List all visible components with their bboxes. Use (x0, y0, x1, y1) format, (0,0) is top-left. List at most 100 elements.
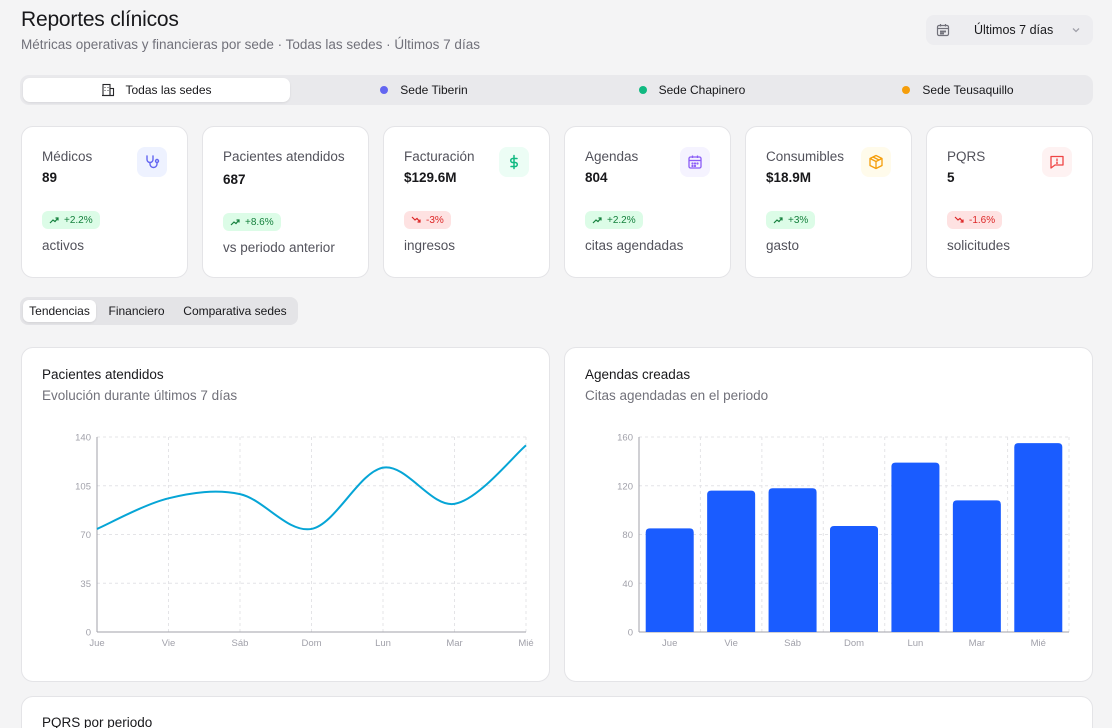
kpi-description: solicitudes (947, 238, 1011, 253)
kpi-change-badge: +2.2% (42, 211, 100, 229)
site-option-teusaquillo[interactable]: Sede Teusaquillo (826, 78, 1090, 102)
kpi-description: gasto (766, 238, 800, 253)
x-tick-label: Dom (301, 638, 321, 649)
x-tick-label: Lun (375, 638, 391, 649)
x-tick-label: Mié (1031, 638, 1046, 649)
kpi-change-badge: +2.2% (585, 211, 643, 229)
kpi-change-badge: +3% (766, 211, 816, 229)
agendas-bar-chart: 0 40 80 120 160 Jue Vie Sáb Dom Lun Mar Mié (617, 433, 1070, 649)
chart-title: Agendas creadas (585, 367, 691, 382)
kpi-change-text: +2.2% (64, 214, 93, 226)
x-tick-label: Jue (89, 638, 104, 649)
kpi-description: citas agendadas (585, 238, 684, 253)
kpi-change-text: +2.2% (607, 214, 636, 226)
x-tick-label: Sáb (232, 638, 249, 649)
site-color-dot (638, 86, 647, 94)
tab-comparativa-sedes[interactable]: Comparativa sedes (183, 304, 287, 318)
kpi-change-text: -3% (426, 214, 444, 226)
kpi-change-badge: +8.6% (223, 213, 281, 231)
x-tick-label: Vie (724, 638, 738, 649)
page-title: Reportes clínicos (21, 8, 179, 31)
y-tick-label: 105 (75, 481, 91, 492)
bar (891, 462, 940, 632)
y-tick-label: 140 (75, 433, 91, 444)
trend-down-icon (411, 216, 421, 223)
site-color-dot (380, 86, 389, 94)
bar (707, 490, 756, 632)
kpi-label: Consumibles (766, 149, 845, 164)
building-icon (102, 83, 115, 97)
site-option-tiberin[interactable]: Sede Tiberin (290, 78, 558, 102)
kpi-change-text: -1.6% (969, 214, 996, 226)
date-range-select[interactable]: Últimos 7 días (926, 15, 1093, 45)
kpi-description: activos (42, 238, 85, 253)
x-tick-label: Sáb (784, 638, 801, 649)
series-line (96, 444, 527, 531)
kpi-value: 5 (947, 170, 955, 185)
tab-financiero[interactable]: Financiero (108, 304, 165, 318)
site-color-dot (902, 86, 911, 94)
kpi-label: Facturación (404, 149, 475, 164)
panel-pqrs: PQRS por periodo (21, 696, 1093, 728)
report-tabs: Tendencias Financiero Comparativa sedes (20, 297, 298, 325)
x-tick-label: Mié (518, 638, 533, 649)
tab-tendencias[interactable]: Tendencias (23, 300, 96, 322)
y-tick-label: 40 (622, 579, 633, 590)
site-option-label: Todas las sedes (125, 83, 212, 97)
page-header: Reportes clínicos Métricas operativas y … (21, 8, 480, 52)
site-option-label: Sede Tiberin (400, 83, 468, 97)
y-tick-label: 0 (86, 628, 91, 639)
x-tick-label: Lun (907, 638, 923, 649)
page-subtitle: Métricas operativas y financieras por se… (21, 37, 480, 52)
calendar-icon (936, 24, 950, 37)
trend-up-icon (773, 217, 783, 224)
kpi-change-badge: -3% (404, 211, 451, 229)
kpi-card-medicos: Médicos 89 +2.2% activos (21, 126, 188, 278)
bar (1014, 443, 1063, 632)
panel-agendas-chart: Agendas creadas Citas agendadas en el pe… (564, 347, 1093, 682)
panel-patients-chart: Pacientes atendidos Evolución durante úl… (21, 347, 550, 682)
kpi-change-text: +8.6% (245, 216, 274, 228)
x-tick-label: Mar (969, 638, 985, 649)
y-tick-label: 120 (617, 481, 633, 492)
chevron-down-icon (1072, 28, 1080, 33)
date-range-label: Últimos 7 días (974, 23, 1054, 37)
kpi-card-pqrs: PQRS 5 -1.6% solicitudes (926, 126, 1093, 278)
x-tick-label: Jue (662, 638, 677, 649)
trend-up-icon (49, 217, 59, 224)
y-tick-label: 80 (622, 530, 633, 541)
box-icon (861, 147, 891, 177)
trend-up-icon (230, 219, 240, 226)
chart-subtitle: Evolución durante últimos 7 días (42, 388, 238, 403)
y-tick-label: 35 (80, 579, 91, 590)
dollar-icon (499, 147, 529, 177)
trend-up-icon (592, 217, 602, 224)
kpi-description: vs periodo anterior (223, 240, 335, 255)
kpi-description: ingresos (404, 238, 456, 253)
kpi-card-facturacion: Facturación $129.6M -3% ingresos (383, 126, 550, 278)
kpi-value: 687 (223, 172, 246, 187)
site-selector: Todas las sedes Sede Tiberin Sede Chapin… (20, 75, 1093, 105)
chart-subtitle: Citas agendadas en el periodo (585, 388, 769, 403)
chart-title: Pacientes atendidos (42, 367, 164, 382)
kpi-label: Médicos (42, 149, 93, 164)
x-tick-label: Vie (162, 638, 176, 649)
kpi-change-text: +3% (788, 214, 809, 226)
bar (952, 500, 1001, 632)
trend-down-icon (954, 216, 964, 223)
calendar-icon (680, 147, 710, 177)
kpi-card-consumibles: Consumibles $18.9M +3% gasto (745, 126, 912, 278)
kpi-value: $18.9M (766, 170, 812, 185)
y-tick-label: 0 (628, 628, 633, 639)
site-option-all[interactable]: Todas las sedes (23, 78, 290, 102)
site-option-label: Sede Teusaquillo (922, 83, 1014, 97)
kpi-label: Agendas (585, 149, 639, 164)
kpi-value: 89 (42, 170, 58, 185)
site-option-label: Sede Chapinero (658, 83, 746, 97)
patients-line-chart: 0 35 70 105 140 Jue Vie Sáb Dom Lun Mar Mié (75, 433, 534, 650)
kpi-change-badge: -1.6% (947, 211, 1003, 229)
bar (830, 525, 878, 632)
chart-title: PQRS por periodo (42, 715, 153, 728)
site-option-chapinero[interactable]: Sede Chapinero (558, 78, 826, 102)
kpi-label: Pacientes atendidos (223, 149, 345, 164)
